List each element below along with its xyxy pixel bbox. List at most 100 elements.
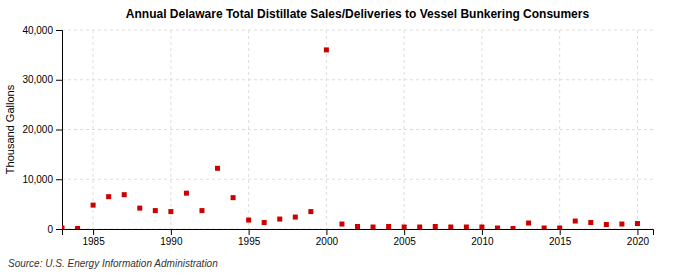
x-tick-label: 1990 xyxy=(160,236,183,247)
point xyxy=(479,225,484,229)
title: Annual Delaware Total Distillate Sales/D… xyxy=(126,7,590,21)
point xyxy=(417,225,422,229)
point xyxy=(557,226,562,229)
chart: 1985 1990 1995 2000 2005 2010 2015 2020 0 10,000 2… xyxy=(0,0,675,275)
x-grid-line xyxy=(326,30,327,229)
x-tick-mark xyxy=(93,229,94,235)
point xyxy=(464,225,469,229)
grid xyxy=(62,30,653,229)
point xyxy=(339,222,344,227)
x-grid-line xyxy=(637,30,638,229)
x-tick: 2000 xyxy=(316,229,339,247)
point xyxy=(62,226,65,229)
annotation: Source: U.S. Energy Information Administ… xyxy=(8,258,218,269)
y-grid-line xyxy=(62,179,653,180)
x-grid-line xyxy=(170,30,171,229)
plot-area: 1985 1990 1995 2000 2005 2010 2015 2020 0 10,000 2… xyxy=(22,25,653,247)
point xyxy=(635,221,640,226)
y-axis-label: Thousand Gallons xyxy=(4,84,16,174)
x-tick: 2015 xyxy=(549,229,572,247)
y-axis-line xyxy=(56,31,63,230)
x-tick: 1990 xyxy=(160,229,183,247)
point xyxy=(246,218,251,223)
point xyxy=(371,225,376,229)
point xyxy=(137,206,142,211)
y-tick-mark xyxy=(56,179,62,180)
x-tick-mark xyxy=(637,229,638,235)
point xyxy=(324,47,329,52)
point xyxy=(153,208,158,213)
y-tick-label: 20,000 xyxy=(22,124,53,135)
x-tick-mark xyxy=(326,229,327,235)
x-tick-mark xyxy=(171,229,172,235)
point xyxy=(215,166,220,171)
points xyxy=(62,47,640,229)
x-tick-label: 2010 xyxy=(471,236,494,247)
y-tick-mark xyxy=(56,30,62,31)
point xyxy=(433,224,438,229)
point xyxy=(542,226,547,229)
point xyxy=(106,194,111,199)
y-grid-line xyxy=(62,30,653,31)
x-grid-line xyxy=(559,30,560,229)
point xyxy=(262,220,267,225)
x-tick-label: 2000 xyxy=(316,236,339,247)
point xyxy=(75,226,80,229)
point xyxy=(293,215,298,220)
point xyxy=(91,203,96,208)
point xyxy=(588,220,593,225)
point xyxy=(573,219,578,224)
x-tick-mark xyxy=(482,229,483,235)
x-tick-label: 2020 xyxy=(627,236,650,247)
x-tick-label: 2005 xyxy=(394,236,417,247)
y-tick-label: 40,000 xyxy=(22,25,53,36)
y-grid-line xyxy=(62,79,653,80)
x-tick-mark xyxy=(560,229,561,235)
x-tick: 1985 xyxy=(82,229,105,247)
x-tick-label: 1995 xyxy=(238,236,261,247)
x-tick: 2010 xyxy=(471,229,494,247)
y-tick: 20,000 xyxy=(22,124,62,135)
x-grid-line xyxy=(248,30,249,229)
point xyxy=(184,191,189,196)
y-tick-label: 0 xyxy=(47,224,53,235)
point xyxy=(231,195,236,200)
x-tick: 1995 xyxy=(238,229,261,247)
x-tick-mark xyxy=(249,229,250,235)
point xyxy=(122,192,127,197)
y-tick-mark xyxy=(56,80,62,81)
x-axis-line xyxy=(63,230,654,236)
x-grid-line xyxy=(481,30,482,229)
point xyxy=(495,226,500,229)
point xyxy=(308,209,313,214)
point xyxy=(277,217,282,222)
x-tick: 2020 xyxy=(627,229,650,247)
x-tick-label: 2015 xyxy=(549,236,572,247)
x-tick: 2005 xyxy=(394,229,417,247)
y-tick-label: 30,000 xyxy=(22,74,53,85)
y-tick-label: 10,000 xyxy=(22,174,53,185)
point xyxy=(168,209,173,214)
point xyxy=(526,221,531,226)
point xyxy=(604,222,609,227)
point xyxy=(355,224,360,229)
x-tick-mark xyxy=(404,229,405,235)
point xyxy=(402,225,407,229)
x-tick-label: 1985 xyxy=(82,236,105,247)
x-grid-line xyxy=(93,30,94,229)
x-grid-line xyxy=(404,30,405,229)
y-tick: 40,000 xyxy=(22,25,62,36)
point xyxy=(386,224,391,229)
point xyxy=(511,226,516,229)
x-axis: 1985 1990 1995 2000 2005 2010 2015 2020 xyxy=(63,229,654,247)
point xyxy=(199,208,204,213)
y-axis: 0 10,000 20,000 30,000 40,000 xyxy=(22,25,62,235)
y-tick-mark xyxy=(56,130,62,131)
point xyxy=(448,225,453,229)
y-grid-line xyxy=(62,129,653,130)
y-tick: 30,000 xyxy=(22,74,62,85)
point xyxy=(619,222,624,227)
y-tick-mark xyxy=(56,229,62,230)
y-tick: 10,000 xyxy=(22,174,62,185)
y-tick: 0 xyxy=(47,224,62,235)
